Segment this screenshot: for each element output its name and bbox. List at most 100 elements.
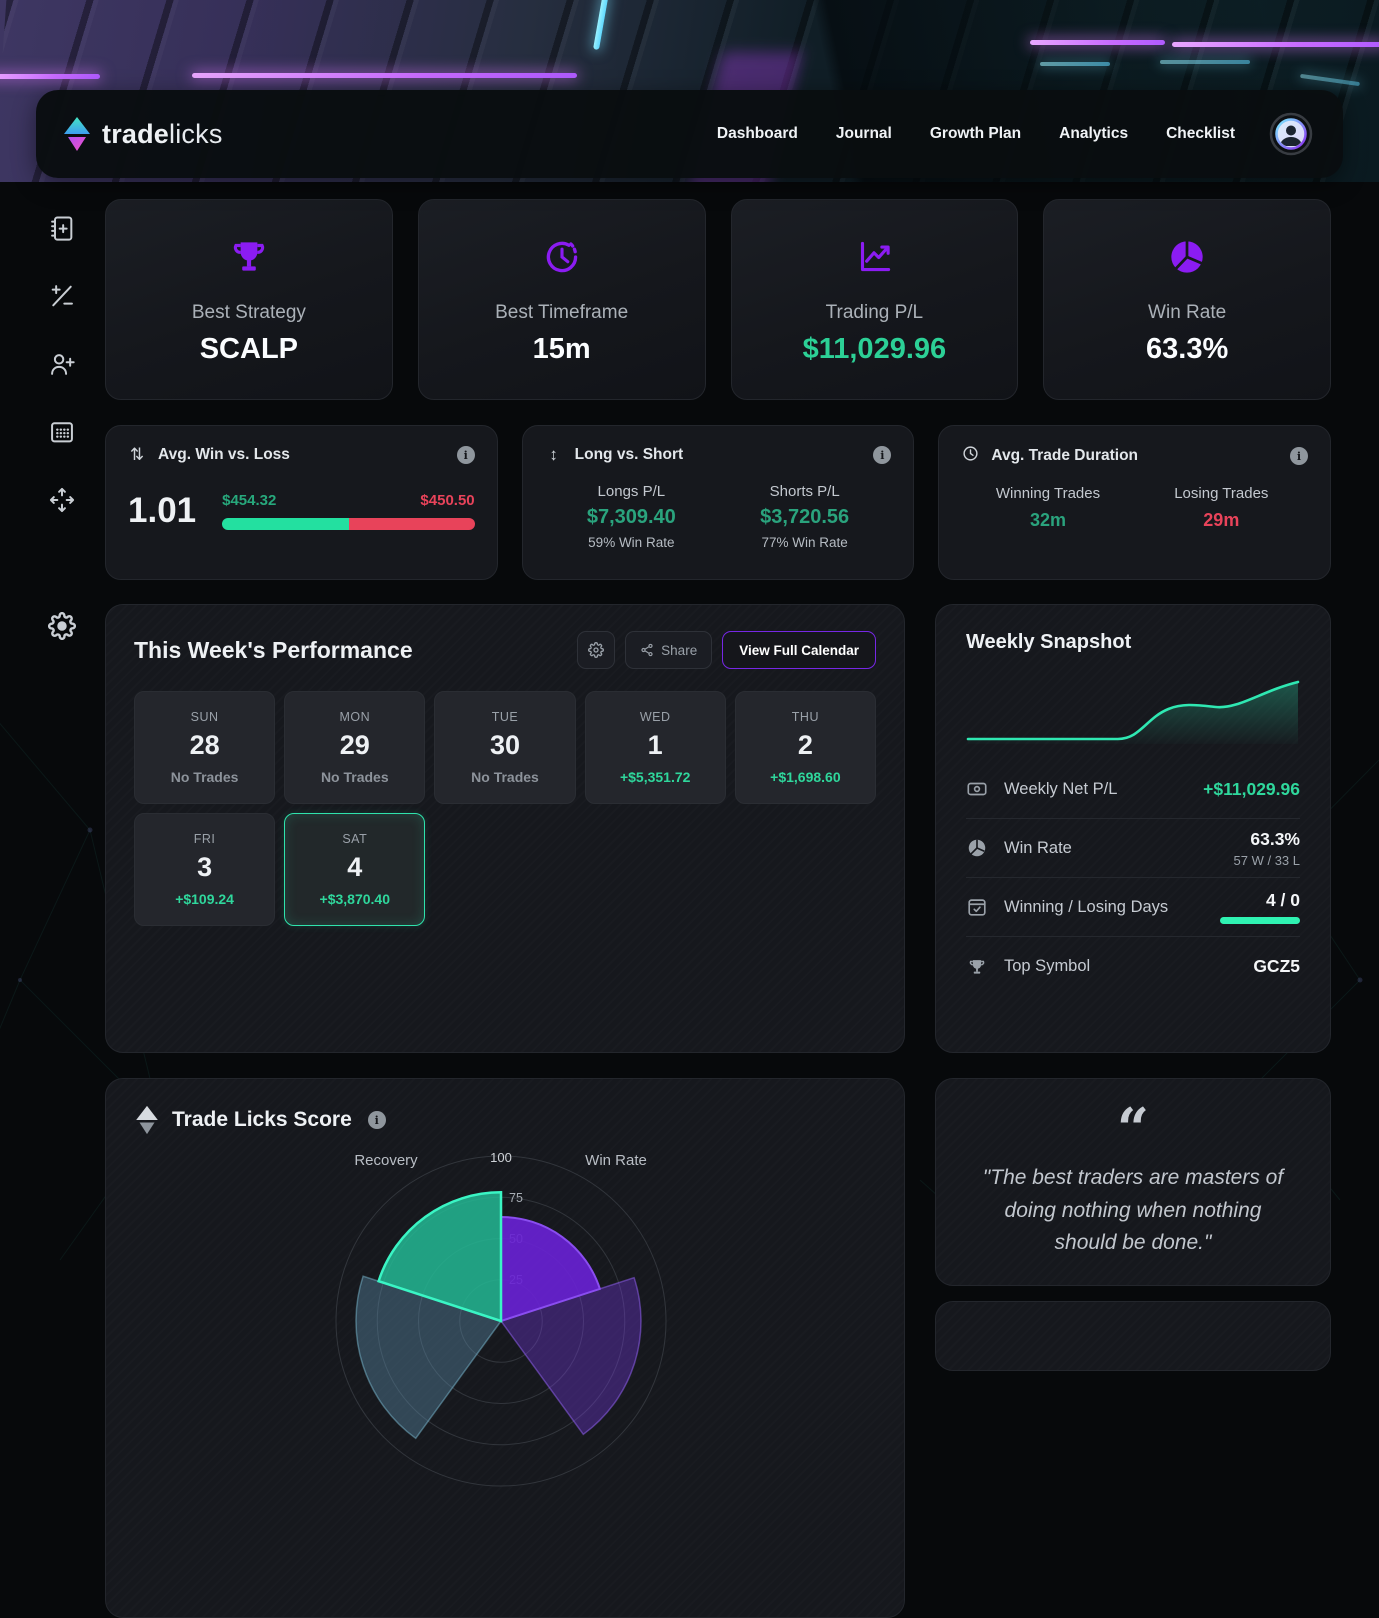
brand-logo[interactable]: tradelicks bbox=[62, 116, 223, 152]
avatar-icon bbox=[1269, 112, 1313, 156]
nav-item-analytics[interactable]: Analytics bbox=[1059, 125, 1129, 142]
win-loss-bar bbox=[222, 518, 475, 530]
nav-item-checklist[interactable]: Checklist bbox=[1166, 125, 1235, 142]
journal-add-icon[interactable] bbox=[48, 214, 76, 242]
quote-mark-icon: “ bbox=[1116, 1096, 1150, 1163]
losing-trades-label: Losing Trades bbox=[1174, 485, 1269, 502]
plus-minus-icon[interactable] bbox=[48, 282, 76, 310]
clock-icon bbox=[539, 234, 585, 280]
banknote-icon bbox=[966, 778, 990, 800]
longs-value: $7,309.40 bbox=[586, 506, 676, 528]
weekly-net-pl-value: +$11,029.96 bbox=[1203, 778, 1300, 799]
vertical-arrows-icon: ↕ bbox=[549, 445, 558, 464]
nav-item-growth-plan[interactable]: Growth Plan bbox=[929, 125, 1022, 142]
week-calendar: SUN 28 No Trades MON 29 No Trades TUE 30… bbox=[134, 691, 876, 926]
snapshot-row-net-pl: Weekly Net P/L +$11,029.96 bbox=[966, 760, 1300, 819]
trade-duration-card: Avg. Trade Duration i Winning Trades 32m… bbox=[938, 425, 1331, 580]
svg-text:Recovery: Recovery bbox=[354, 1152, 418, 1169]
calendar-day-tue[interactable]: TUE 30 No Trades bbox=[434, 691, 576, 804]
snapshot-row-winning-days: Winning / Losing Days 4 / 0 bbox=[966, 878, 1300, 937]
info-icon[interactable]: i bbox=[367, 1111, 386, 1129]
quote-card: “ "The best traders are masters of doing… bbox=[935, 1078, 1331, 1286]
pie-chart-icon bbox=[1164, 234, 1210, 280]
top-navbar: tradelicks Dashboard Journal Growth Plan… bbox=[36, 90, 1343, 178]
losing-duration: 29m bbox=[1203, 510, 1240, 530]
top-symbol-value: GCZ5 bbox=[1253, 956, 1300, 976]
left-toolbar bbox=[40, 214, 84, 680]
share-button[interactable]: Share bbox=[625, 631, 713, 669]
performance-title: This Week's Performance bbox=[134, 636, 413, 663]
win-loss-ratio: 1.01 bbox=[128, 491, 197, 530]
stat-label: Win Rate bbox=[1148, 301, 1227, 323]
calendar-settings-button[interactable] bbox=[577, 631, 616, 669]
brand-arrow-icon bbox=[64, 117, 90, 151]
stat-label: Trading P/L bbox=[825, 301, 924, 323]
neon-streak bbox=[192, 73, 577, 78]
stat-card-win-rate: Win Rate 63.3% bbox=[1043, 199, 1331, 400]
up-down-arrows-icon: ⇅ bbox=[129, 445, 145, 464]
calendar-day-sat-today[interactable]: SAT 4 +$3,870.40 bbox=[284, 813, 426, 926]
move-pan-icon[interactable] bbox=[48, 486, 76, 514]
neon-streak bbox=[1030, 40, 1165, 45]
snapshot-title: Weekly Snapshot bbox=[966, 631, 1132, 653]
neon-streak bbox=[1172, 42, 1379, 47]
small-clock-icon bbox=[961, 445, 979, 467]
calendar-day-wed[interactable]: WED 1 +$5,351.72 bbox=[584, 691, 726, 804]
stat-cards-row: Best Strategy SCALP Best Timeframe 15m bbox=[105, 199, 1331, 400]
longs-winrate: 59% Win Rate bbox=[588, 535, 675, 550]
stat-card-trading-pl: Trading P/L $11,029.96 bbox=[730, 199, 1019, 400]
avg-win-loss-card: ⇅ Avg. Win vs. Loss i 1.01 $454.32 $450.… bbox=[105, 425, 498, 580]
info-icon[interactable]: i bbox=[873, 446, 892, 464]
winning-duration: 32m bbox=[1029, 510, 1066, 530]
settings-gear-icon[interactable] bbox=[48, 612, 76, 640]
stat-value: 63.3% bbox=[1146, 332, 1229, 365]
avg-loss-amount: $450.50 bbox=[420, 492, 475, 509]
calendar-day-thu[interactable]: THU 2 +$1,698.60 bbox=[734, 691, 876, 804]
weekly-snapshot-card: Weekly Snapshot Weekly Net bbox=[935, 604, 1331, 1053]
neon-streak bbox=[0, 74, 100, 79]
win-rate-value: 63.3% bbox=[1250, 828, 1300, 849]
winning-losing-days-value: 4 / 0 bbox=[1265, 890, 1300, 910]
trophy-icon bbox=[226, 234, 272, 280]
nav-item-journal[interactable]: Journal bbox=[835, 125, 892, 142]
calendar-day-sun[interactable]: SUN 28 No Trades bbox=[134, 691, 276, 804]
gear-icon bbox=[588, 642, 605, 658]
svg-text:75: 75 bbox=[509, 1191, 523, 1205]
svg-text:100: 100 bbox=[490, 1150, 512, 1165]
pie-icon bbox=[966, 837, 990, 859]
small-trophy-icon bbox=[966, 956, 990, 978]
nav-item-dashboard[interactable]: Dashboard bbox=[716, 125, 798, 142]
long-short-card: ↕ Long vs. Short i Longs P/L $7,309.40 5… bbox=[521, 425, 915, 580]
stat-value: SCALP bbox=[199, 332, 299, 365]
metric-cards-row: ⇅ Avg. Win vs. Loss i 1.01 $454.32 $450.… bbox=[105, 425, 1331, 580]
win-loss-count: 57 W / 33 L bbox=[1233, 852, 1300, 868]
longs-label: Longs P/L bbox=[597, 483, 666, 500]
share-label: Share bbox=[661, 642, 698, 658]
calendar-keypad-icon[interactable] bbox=[48, 418, 76, 446]
metric-title: Avg. Trade Duration bbox=[991, 447, 1139, 464]
metric-title: Avg. Win vs. Loss bbox=[158, 446, 290, 463]
winning-trades-label: Winning Trades bbox=[995, 485, 1101, 502]
shorts-label: Shorts P/L bbox=[769, 483, 840, 500]
stat-value: $11,029.96 bbox=[802, 332, 947, 365]
chart-line-icon bbox=[851, 234, 897, 280]
score-title: Trade Licks Score bbox=[172, 1108, 352, 1131]
avg-win-amount: $454.32 bbox=[222, 492, 277, 509]
shorts-value: $3,720.56 bbox=[760, 506, 850, 528]
stat-card-best-strategy: Best Strategy SCALP bbox=[105, 199, 393, 400]
calendar-check-icon bbox=[966, 896, 990, 918]
stat-label: Best Timeframe bbox=[495, 301, 629, 323]
info-icon[interactable]: i bbox=[456, 446, 475, 464]
add-user-icon[interactable] bbox=[48, 350, 76, 378]
metric-title: Long vs. Short bbox=[574, 446, 684, 463]
stat-value: 15m bbox=[532, 332, 591, 365]
snapshot-row-win-rate: Win Rate 63.3% 57 W / 33 L bbox=[966, 819, 1300, 878]
view-full-calendar-button[interactable]: View Full Calendar bbox=[722, 631, 876, 669]
calendar-day-mon[interactable]: MON 29 No Trades bbox=[284, 691, 426, 804]
user-avatar[interactable] bbox=[1269, 112, 1313, 156]
snapshot-row-top-symbol: Top Symbol GCZ5 bbox=[966, 937, 1300, 996]
calendar-day-fri[interactable]: FRI 3 +$109.24 bbox=[134, 813, 276, 926]
share-icon bbox=[641, 643, 653, 657]
info-icon[interactable]: i bbox=[1289, 447, 1308, 465]
nav-menu: Dashboard Journal Growth Plan Analytics … bbox=[717, 125, 1235, 143]
